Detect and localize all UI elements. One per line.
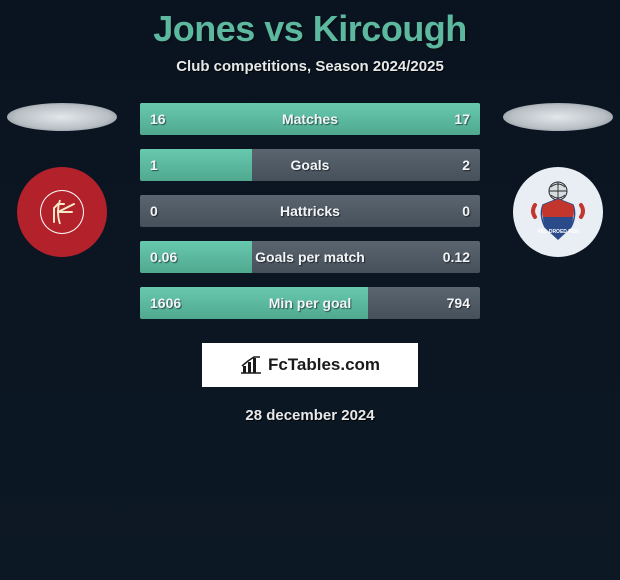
stat-value-left: 0.06: [150, 249, 177, 265]
stat-label: Hattricks: [280, 203, 340, 219]
club-crest-left: [17, 167, 107, 257]
bar-chart-icon: [240, 356, 262, 374]
svg-text:PÊL-DROED PEN: PÊL-DROED PEN: [537, 227, 579, 235]
left-side: [2, 103, 122, 257]
stat-value-left: 0: [150, 203, 158, 219]
stat-value-right: 794: [447, 295, 470, 311]
stat-value-right: 17: [454, 111, 470, 127]
subtitle: Club competitions, Season 2024/2025: [176, 58, 444, 75]
stat-bar: 16 Matches 17: [140, 103, 480, 135]
stat-bar: 1606 Min per goal 794: [140, 287, 480, 319]
club-crest-right-icon: PÊL-DROED PEN: [521, 175, 595, 249]
brand-badge[interactable]: FcTables.com: [202, 343, 418, 387]
player-silhouette-right: [503, 103, 613, 131]
stat-label: Goals: [291, 157, 330, 173]
stat-label: Matches: [282, 111, 338, 127]
stat-value-left: 1: [150, 157, 158, 173]
archer-icon: [40, 190, 84, 234]
stat-label: Goals per match: [255, 249, 365, 265]
right-side: PÊL-DROED PEN: [498, 103, 618, 257]
stat-bar: 0 Hattricks 0: [140, 195, 480, 227]
stat-value-left: 16: [150, 111, 166, 127]
stats-bars: 16 Matches 17 1 Goals 2 0 Hattricks 0 0.06 Goals p…: [140, 103, 480, 319]
content-row: 16 Matches 17 1 Goals 2 0 Hattricks 0 0.06 Goals p…: [0, 103, 620, 319]
stat-label: Min per goal: [269, 295, 351, 311]
stat-value-right: 2: [462, 157, 470, 173]
date-label: 28 december 2024: [245, 407, 374, 424]
club-crest-right: PÊL-DROED PEN: [513, 167, 603, 257]
comparison-card: Jones vs Kircough Club competitions, Sea…: [0, 0, 620, 424]
player-silhouette-left: [7, 103, 117, 131]
stat-value-right: 0: [462, 203, 470, 219]
stat-bar: 1 Goals 2: [140, 149, 480, 181]
stat-value-right: 0.12: [443, 249, 470, 265]
page-title: Jones vs Kircough: [153, 8, 467, 50]
brand-name: FcTables.com: [268, 355, 380, 375]
stat-value-left: 1606: [150, 295, 181, 311]
stat-bar: 0.06 Goals per match 0.12: [140, 241, 480, 273]
